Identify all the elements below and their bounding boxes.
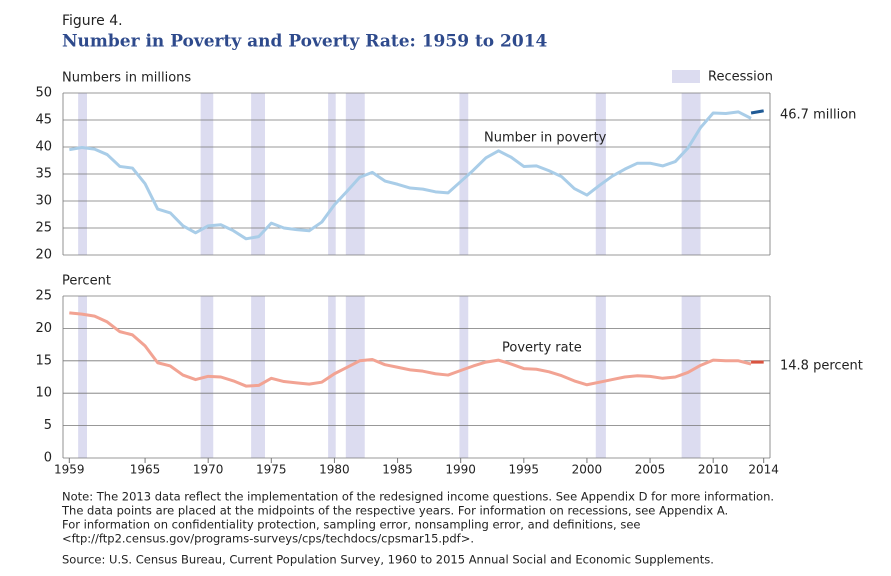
y-tick-label: 20 (35, 248, 52, 263)
note-line: For information on confidentiality prote… (62, 518, 641, 532)
y-tick-label: 20 (35, 321, 52, 336)
recession-band (345, 296, 365, 458)
x-tick-label: 1995 (509, 463, 540, 477)
data-line (750, 109, 764, 115)
x-tick-label: 1959 (54, 463, 85, 477)
y-axis-label: Percent (62, 274, 111, 289)
recession-band (595, 296, 606, 458)
y-tick-label: 25 (35, 289, 52, 304)
recession-band (459, 296, 469, 458)
x-tick-label: 2005 (635, 463, 666, 477)
x-tick-label: 2010 (698, 463, 729, 477)
recession-band (78, 296, 87, 458)
end-label: 46.7 million (780, 107, 856, 122)
legend-swatch (672, 70, 700, 83)
y-tick-label: 40 (35, 140, 52, 155)
recession-band (681, 296, 701, 458)
note-line: <ftp://ftp2.census.gov/programs-surveys/… (62, 532, 474, 546)
y-axis-label: Numbers in millions (62, 71, 191, 86)
x-tick-label: 1980 (319, 463, 350, 477)
note-line: Note: The 2013 data reflect the implemen… (62, 490, 774, 504)
x-tick-label: 2000 (572, 463, 603, 477)
y-tick-label: 45 (35, 113, 52, 128)
figure-number: Figure 4. (62, 13, 123, 29)
x-tick-label: 1985 (382, 463, 413, 477)
y-tick-label: 10 (35, 386, 52, 401)
source: Source: U.S. Census Bureau, Current Popu… (62, 553, 714, 567)
y-tick-label: 35 (35, 167, 52, 182)
x-tick-label: 1970 (193, 463, 224, 477)
x-tick-label: 1990 (445, 463, 476, 477)
x-tick-label: 1965 (130, 463, 161, 477)
end-label: 14.8 percent (780, 359, 863, 374)
series-label: Number in poverty (484, 131, 607, 146)
x-tick-label: 2014 (748, 463, 779, 477)
chart-title: Number in Poverty and Poverty Rate: 1959… (62, 32, 548, 52)
data-line (69, 311, 752, 388)
y-tick-label: 0 (44, 451, 52, 466)
data-line (69, 110, 752, 241)
x-tick-label: 1975 (256, 463, 287, 477)
legend-label: Recession (708, 70, 773, 85)
y-tick-label: 15 (35, 353, 52, 368)
y-tick-label: 30 (35, 194, 52, 209)
y-tick-label: 50 (35, 86, 52, 101)
recession-band (251, 296, 265, 458)
series-label: Poverty rate (502, 341, 582, 356)
y-tick-label: 5 (44, 418, 52, 433)
y-tick-label: 25 (35, 221, 52, 236)
note-line: The data points are placed at the midpoi… (61, 504, 728, 518)
